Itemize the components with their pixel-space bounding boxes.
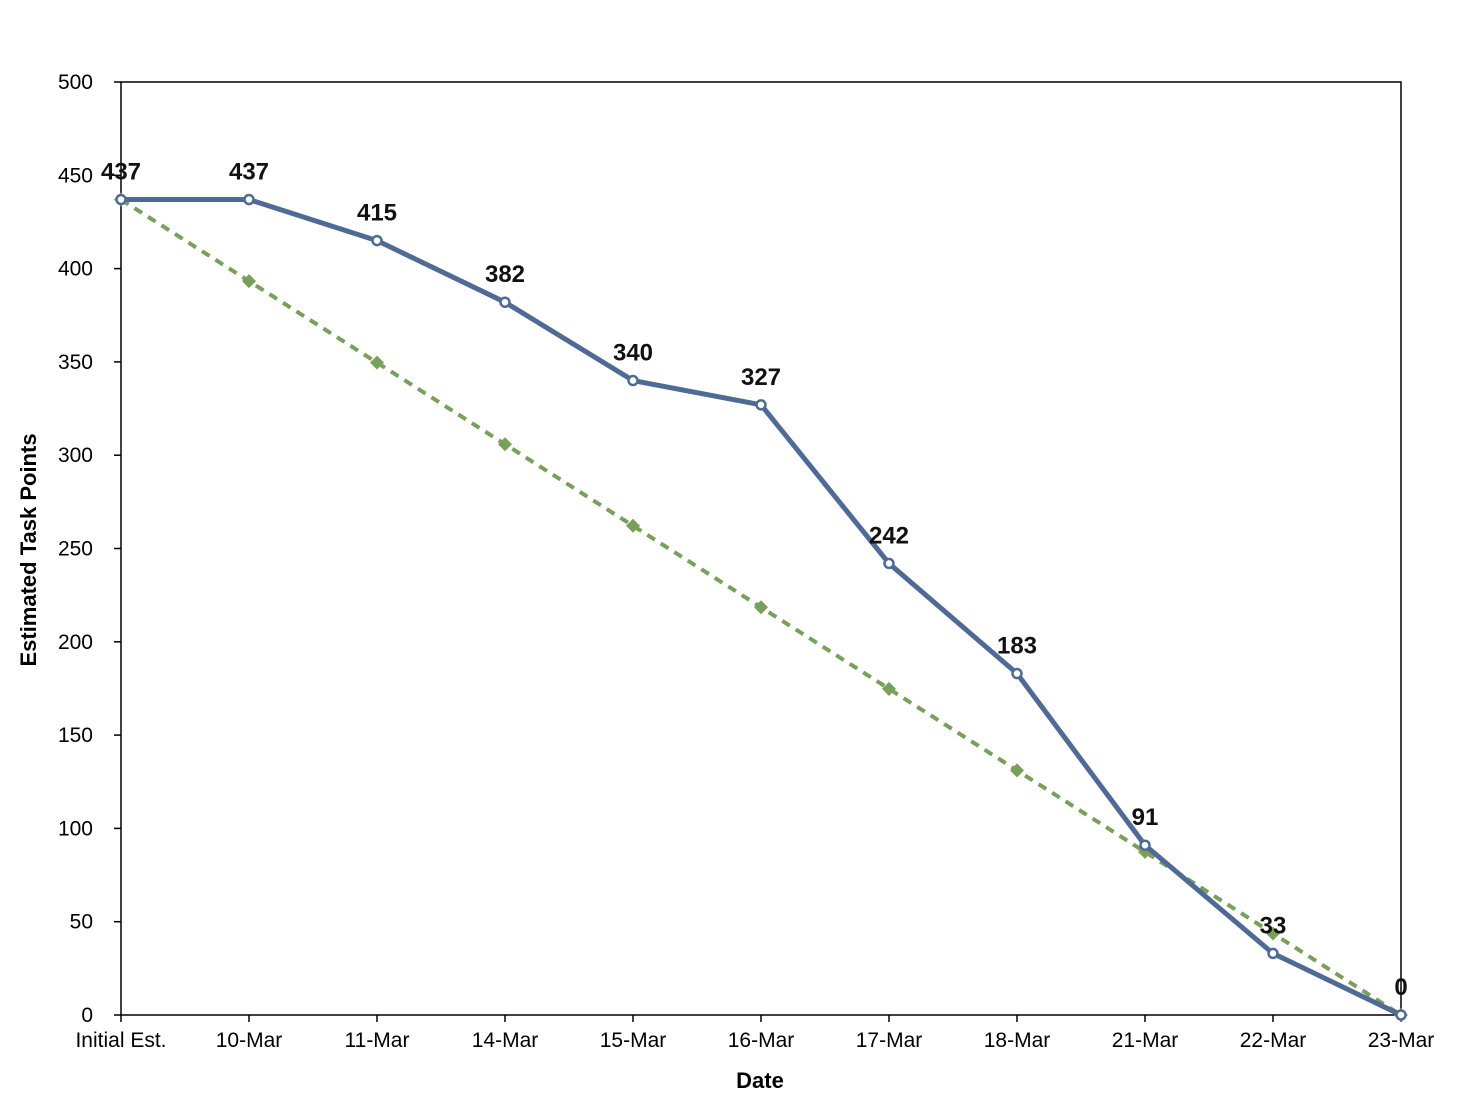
data-label: 91: [1132, 804, 1159, 831]
actual-point-marker: [1395, 1009, 1407, 1021]
ideal-point-marker: [1266, 926, 1280, 941]
x-tick-label: Initial Est.: [75, 1029, 166, 1052]
y-tick-label: 500: [58, 71, 93, 94]
data-label: 327: [741, 364, 781, 391]
data-label: 183: [997, 633, 1037, 660]
x-axis-title: Date: [736, 1068, 784, 1093]
data-label: 242: [869, 522, 909, 549]
y-tick-label: 100: [58, 817, 93, 840]
y-axis-title: Estimated Task Points: [16, 433, 41, 666]
plot-area: [120, 81, 1402, 1016]
y-tick-label: 200: [58, 631, 93, 654]
data-label: 382: [485, 261, 525, 288]
ideal-point-marker: [498, 437, 512, 452]
actual-point-marker: [115, 193, 127, 206]
data-label-layer: 437 437 415 382 340 327 242 183 91 33 0: [101, 159, 1408, 1001]
ideal-point-marker: [626, 518, 640, 533]
data-label: 33: [1260, 912, 1287, 939]
x-tick-label: 23-Mar: [1368, 1029, 1435, 1052]
x-tick-label: 11-Mar: [345, 1029, 410, 1052]
actual-point-marker: [1139, 839, 1151, 851]
data-label: 437: [229, 159, 269, 186]
y-tick-label: 0: [81, 1004, 93, 1027]
x-tick-label: 17-Mar: [856, 1029, 923, 1052]
x-tick-label: 21-Mar: [1112, 1029, 1179, 1052]
x-tick-label: 18-Mar: [984, 1029, 1051, 1052]
ideal-point-marker: [242, 274, 256, 289]
y-tick-label: 50: [70, 911, 93, 934]
actual-point-marker: [1011, 667, 1023, 680]
actual-point-marker: [371, 234, 383, 247]
actual-point-marker: [883, 557, 895, 570]
actual-point-marker: [755, 399, 767, 411]
x-tick-label: 16-Mar: [728, 1029, 795, 1052]
y-tick-label: 300: [58, 444, 93, 467]
x-tick-label: 14-Mar: [472, 1029, 539, 1052]
ideal-point-marker: [370, 355, 384, 370]
series-layer: [114, 192, 1408, 1022]
x-tick-label: 10-Mar: [216, 1029, 283, 1052]
y-tick-label: 400: [58, 258, 93, 281]
actual-point-marker: [627, 374, 639, 387]
y-tick-label: 250: [58, 538, 93, 561]
actual-point-marker: [1267, 947, 1279, 960]
x-axis-ticks: Initial Est. 10-Mar 11-Mar 14-Mar 15-Mar 16-M…: [75, 1015, 1434, 1052]
ideal-point-marker: [754, 600, 768, 615]
ideal-point-marker: [882, 681, 896, 696]
ideal-point-marker: [1010, 763, 1024, 778]
data-label: 0: [1394, 974, 1407, 1001]
data-label: 415: [357, 200, 397, 227]
y-tick-label: 150: [58, 724, 93, 747]
y-axis-ticks: 0 50 100 150 200 250 300 350 400 450 500: [58, 71, 121, 1027]
actual-point-marker: [243, 193, 255, 206]
y-tick-label: 450: [58, 164, 93, 187]
x-tick-label: 15-Mar: [600, 1029, 667, 1052]
data-label: 437: [101, 159, 141, 186]
data-label: 340: [613, 340, 653, 367]
actual-point-marker: [499, 296, 511, 308]
y-tick-label: 350: [58, 351, 93, 374]
x-tick-label: 22-Mar: [1240, 1029, 1307, 1052]
